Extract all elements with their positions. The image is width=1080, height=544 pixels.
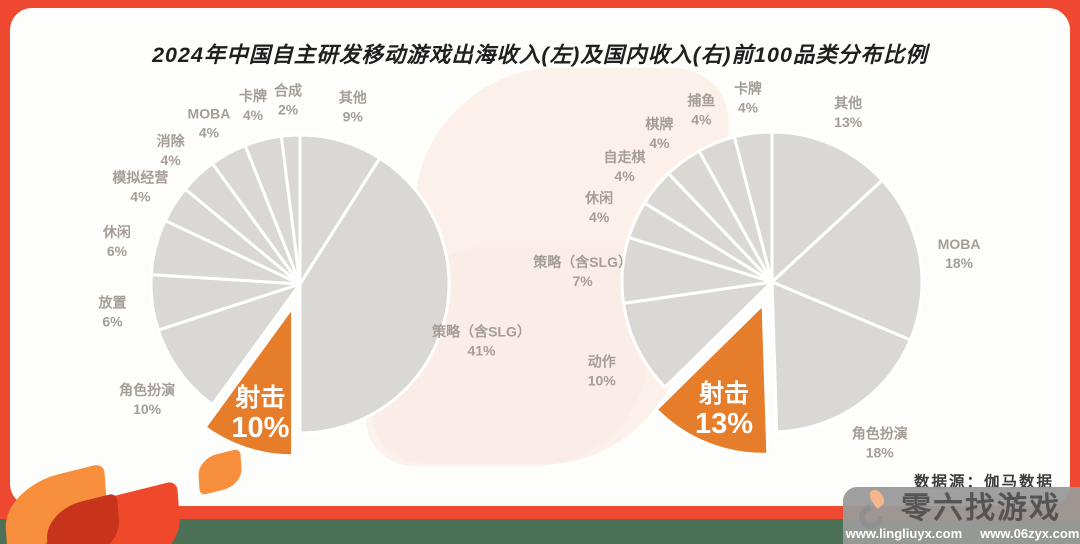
pie-left-label-4: 放置 6% <box>97 295 126 330</box>
watermark-brand: 零六找游戏 <box>901 492 1061 525</box>
pie-right-label-4: 动作 10% <box>588 353 617 388</box>
pie-right-label-1: MOBA 18% <box>938 236 981 271</box>
chart-card: 2024年中国自主研发移动游戏出海收入(左)及国内收入(右)前100品类分布比例… <box>10 8 1070 506</box>
pie-right-slice-0 <box>770 130 884 284</box>
site-logo-icon <box>0 440 260 544</box>
pie-right-slice-4 <box>622 280 774 389</box>
pie-left-slice-0 <box>298 133 382 286</box>
pie-left-label-7: 消除 4% <box>157 133 186 168</box>
pie-right-label-5: 策略（含SLG） 7% <box>532 254 632 289</box>
pie-right-label-3: 射击 13% <box>695 380 753 440</box>
pie-right-label-7: 自走棋 4% <box>604 149 646 184</box>
pie-left-label-8: MOBA 4% <box>188 105 231 140</box>
watermark-panel: 零六找游戏 www.lingliuyx.com www.06zyx.com <box>843 487 1080 544</box>
pie-charts-canvas: 其他 9% 策略（含SLG） 41% 射击 10% 角色扮演 10% 放置 6% 休闲 6% 模拟经营 4… <box>97 81 981 461</box>
pie-right-label-9: 捕鱼 4% <box>687 93 715 128</box>
pie-left-slice-2 <box>203 305 295 458</box>
watermark-url-right: www.06zyx.com <box>980 526 1080 541</box>
pie-right-slice-10 <box>732 130 774 284</box>
pie-right-label-8: 棋牌 4% <box>645 116 673 151</box>
pie-left-label-6: 模拟经营 4% <box>112 170 168 205</box>
pie-left-slice-3 <box>156 282 302 407</box>
pie-left-slice-1 <box>298 156 451 435</box>
pie-right-slice-2 <box>770 280 912 434</box>
pie-left-label-0: 其他 9% <box>339 90 367 125</box>
watermark-url-left: www.lingliuyx.com <box>845 526 963 541</box>
pie-right-label-2: 角色扮演 18% <box>852 425 908 460</box>
pie-left-label-9: 卡牌 4% <box>239 88 267 123</box>
pie-right-label-0: 其他 13% <box>834 95 863 130</box>
logo-leaf-icon <box>197 448 243 496</box>
pie-left-label-3: 角色扮演 10% <box>119 382 175 417</box>
pie-right-label-10: 卡牌 4% <box>734 81 762 116</box>
watermark-urls: www.lingliuyx.com www.06zyx.com <box>845 526 1080 541</box>
pie-right-slice-3 <box>654 302 770 456</box>
pie-left-label-10: 合成 2% <box>274 82 302 117</box>
pie-right-slice-1 <box>770 178 924 342</box>
pie-right-label-6: 休闲 4% <box>584 190 613 225</box>
pie-left-slice-10 <box>279 133 302 286</box>
data-source-label: 数据源：伽马数据 <box>913 474 1054 491</box>
pie-left-label-1: 策略（含SLG） 41% <box>431 324 531 359</box>
chart-title: 2024年中国自主研发移动游戏出海收入(左)及国内收入(右)前100品类分布比例 <box>152 43 928 67</box>
pie-left-label-5: 休闲 6% <box>102 224 131 259</box>
pie-left-label-2: 射击 10% <box>231 384 289 444</box>
